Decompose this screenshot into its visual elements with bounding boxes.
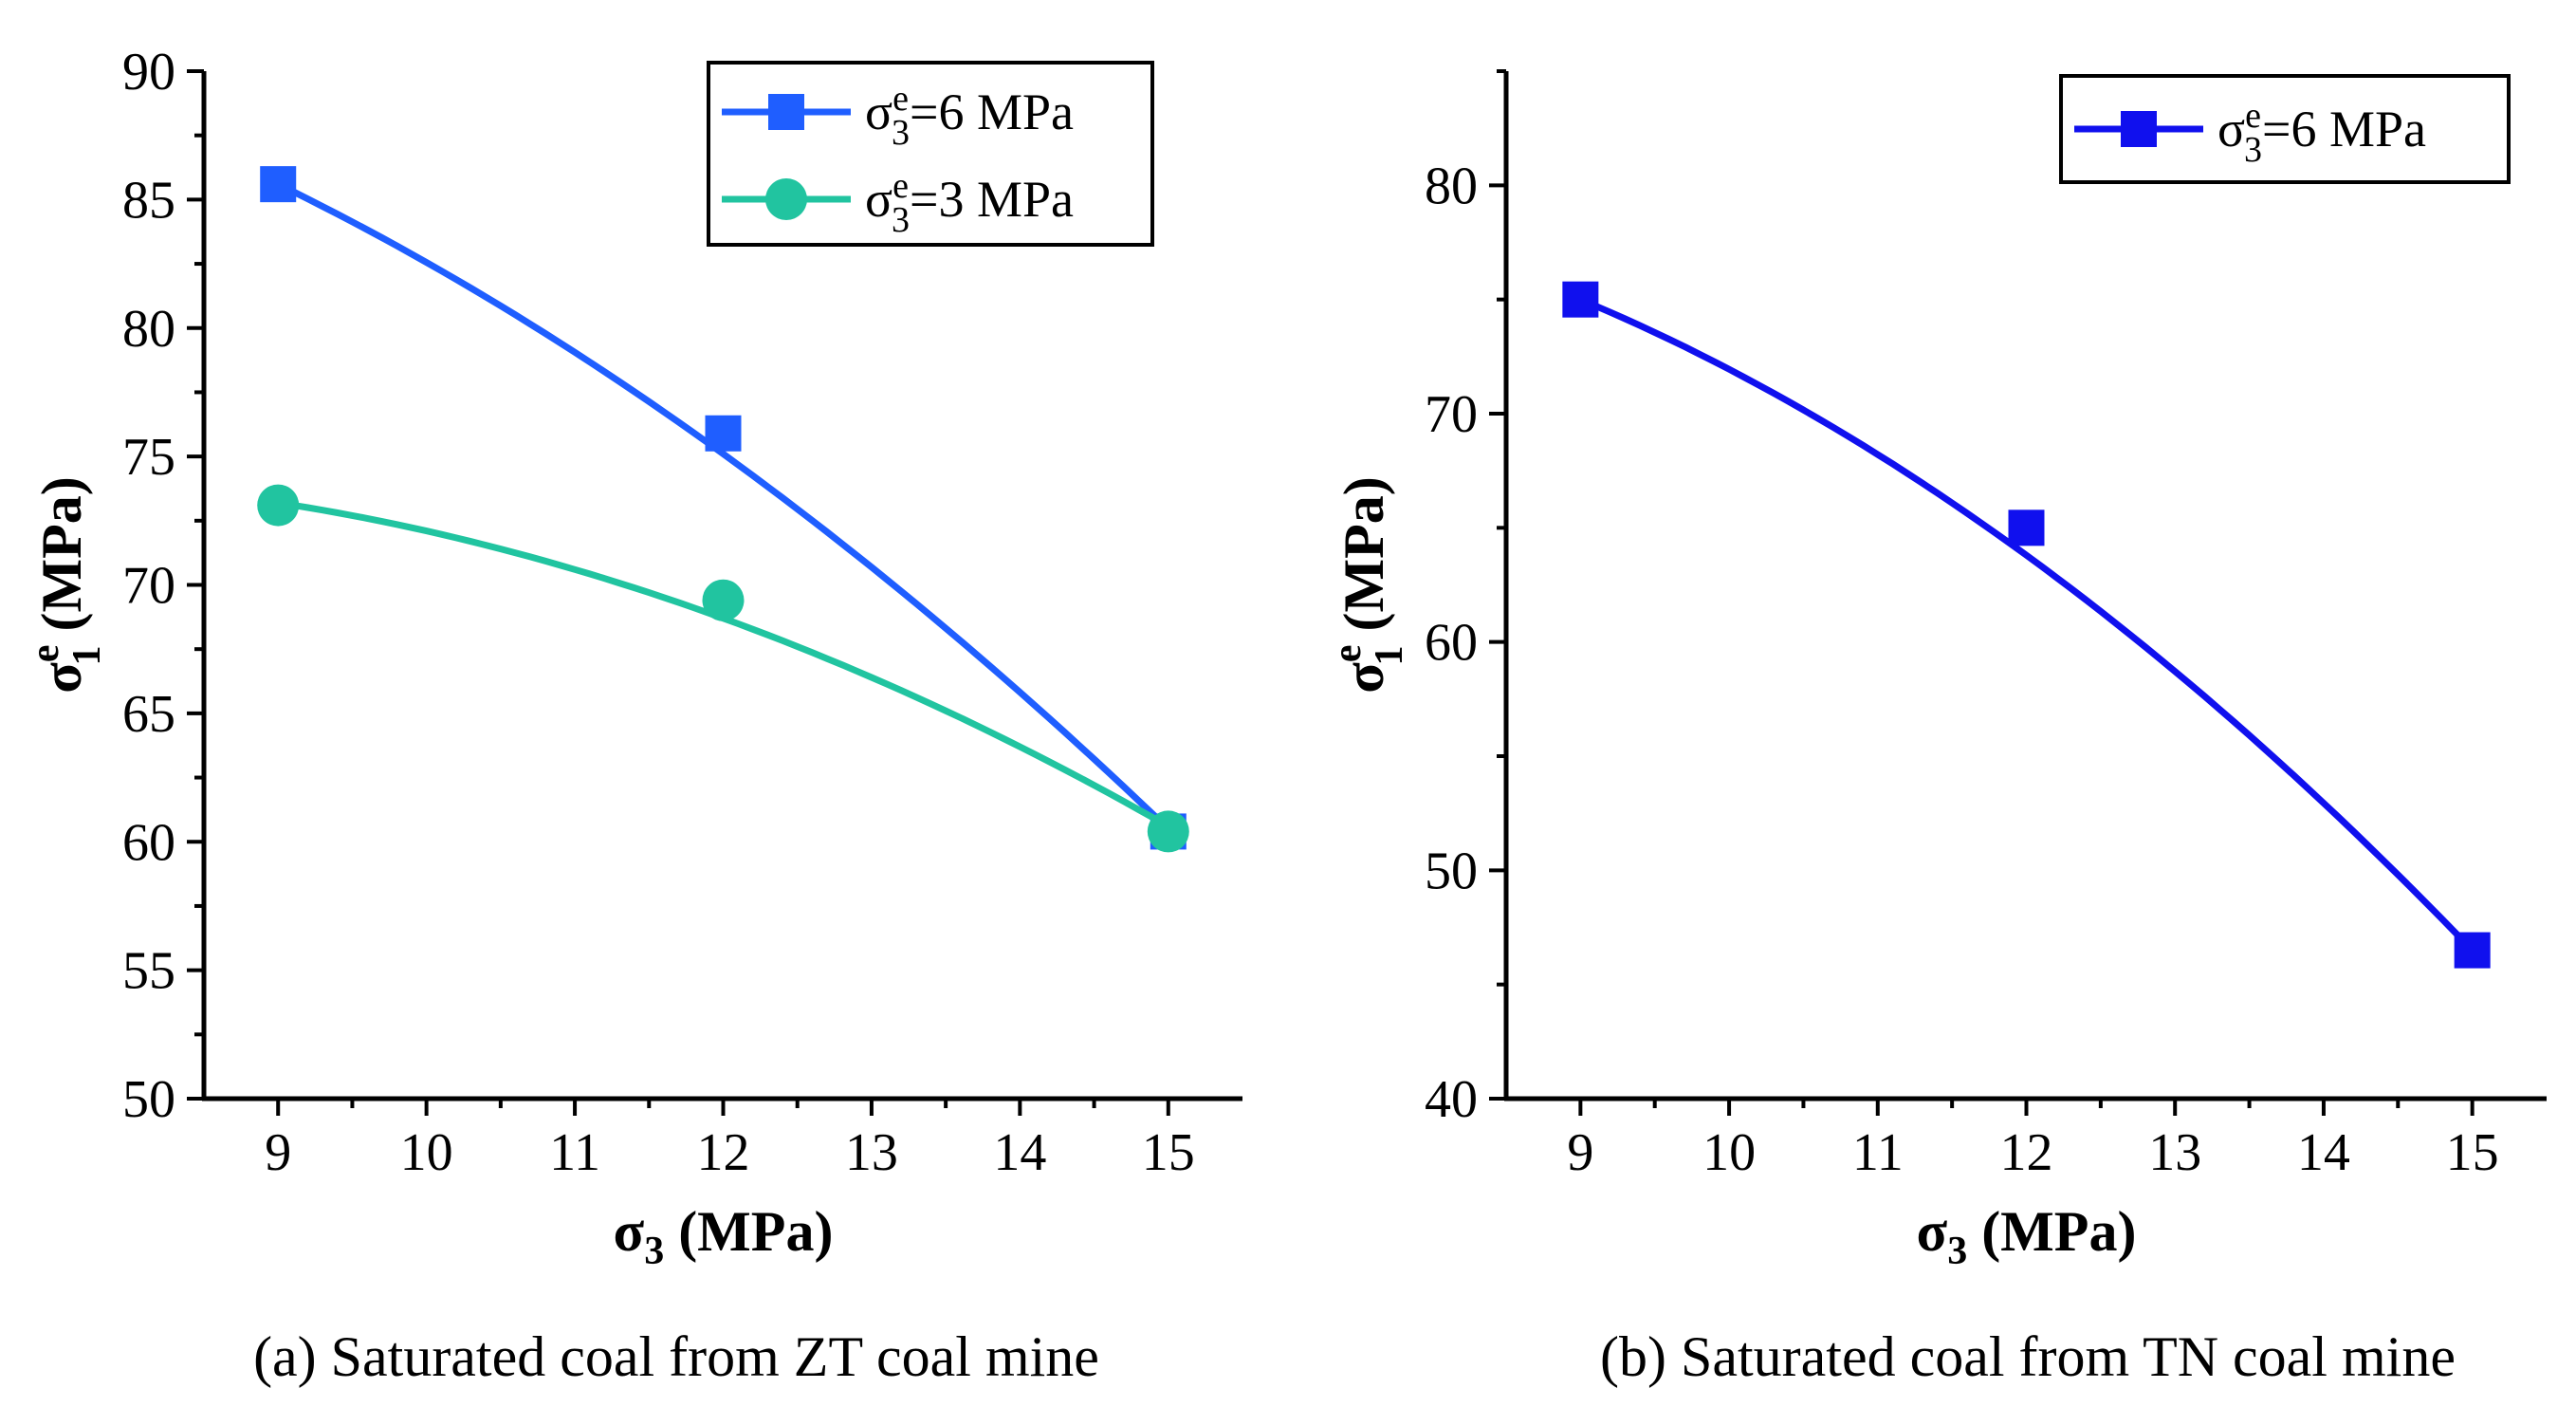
legend-marker-square: [2121, 111, 2157, 147]
fit-curve: [274, 180, 1172, 833]
y-tick-label: 70: [1425, 385, 1478, 444]
x-tick-label: 15: [2446, 1123, 2499, 1182]
y-tick-label: 80: [1425, 157, 1478, 215]
x-tick-label: 14: [993, 1123, 1046, 1182]
x-tick-label: 9: [1567, 1123, 1593, 1182]
panel-b-chart: 9 10 11 12 13 14 15 40 50 60 70 80 σ3 (MPa) σe1 (MPa)…: [1326, 69, 2547, 1388]
x-tick-label: 14: [2297, 1123, 2350, 1182]
y-tick-label: 85: [122, 171, 175, 230]
x-tick-label: 13: [2148, 1123, 2201, 1182]
x-tick-label: 10: [1702, 1123, 1756, 1182]
x-tick-label: 10: [400, 1123, 453, 1182]
y-tick-label: 60: [122, 813, 175, 872]
panel-a-chart: 9 10 11 12 13 14 15 50 55 60 65 70 75 80 85 90 σ3 (MPa) σ…: [24, 43, 1242, 1388]
y-tick-label: 50: [1425, 842, 1478, 900]
data-point-square: [705, 415, 742, 452]
legend: σe 3=6 MPa: [2059, 74, 2511, 184]
legend-label: σe 3=3 MPa: [865, 166, 1074, 240]
x-tick-label: 11: [549, 1123, 600, 1182]
x-axis-unit: (MPa): [664, 1200, 833, 1263]
x-axis-unit: (MPa): [1967, 1200, 2136, 1263]
data-point-circle: [702, 579, 745, 621]
legend-marker-square: [768, 94, 804, 130]
y-tick-label: 75: [122, 428, 175, 487]
x-tick-label: 9: [265, 1123, 291, 1182]
y-tick-label: 70: [122, 557, 175, 616]
data-point-square: [1562, 281, 1599, 318]
legend: σe 3=6 MPa σe 3=3 MPa: [707, 61, 1154, 247]
x-axis-title: σ3 (MPa): [614, 1200, 834, 1273]
data-point-circle: [257, 484, 300, 527]
data-point-square: [2008, 509, 2045, 546]
x-tick-label: 15: [1142, 1123, 1195, 1182]
y-tick-label: 55: [122, 942, 175, 1001]
data-point-circle: [1147, 810, 1189, 853]
series-1: [260, 166, 1187, 850]
data-point-square: [260, 166, 297, 203]
data-point-square: [2454, 932, 2491, 969]
y-tick-label: 50: [122, 1070, 175, 1129]
x-tick-label: 11: [1852, 1123, 1904, 1182]
y-axis-title: σe1 (MPa): [1326, 476, 1411, 694]
legend-entry: σe 3=6 MPa: [2074, 96, 2426, 170]
x-tick-label: 12: [2000, 1123, 2053, 1182]
legend-marker-circle: [765, 178, 807, 220]
panel-caption: (b) Saturated coal from TN coal mine: [1600, 1325, 2456, 1388]
y-tick-label: 80: [122, 300, 175, 359]
y-tick-label: 65: [122, 685, 175, 744]
legend-label: σe 3=6 MPa: [2217, 96, 2426, 170]
x-tick-label: 12: [697, 1123, 750, 1182]
legend-entry: σe 3=6 MPa: [722, 79, 1074, 153]
y-tick-label: 60: [1425, 614, 1478, 673]
fit-curve: [274, 499, 1172, 830]
fit-curve: [1576, 296, 2476, 954]
y-tick-label: 90: [122, 43, 175, 102]
x-tick-label: 13: [845, 1123, 898, 1182]
series-2: [257, 484, 1189, 853]
legend-entry: σe 3=3 MPa: [722, 166, 1074, 240]
x-axis-title: σ3 (MPa): [1917, 1200, 2137, 1273]
y-axis-unit: (MPa): [1333, 476, 1395, 645]
y-axis-unit: (MPa): [30, 476, 93, 645]
panel-caption: (a) Saturated coal from ZT coal mine: [253, 1325, 1099, 1388]
series-1: [1562, 281, 2491, 969]
legend-label: σe 3=6 MPa: [865, 79, 1074, 153]
y-axis-title: σe1 (MPa): [24, 476, 109, 694]
y-tick-label: 40: [1425, 1070, 1478, 1129]
